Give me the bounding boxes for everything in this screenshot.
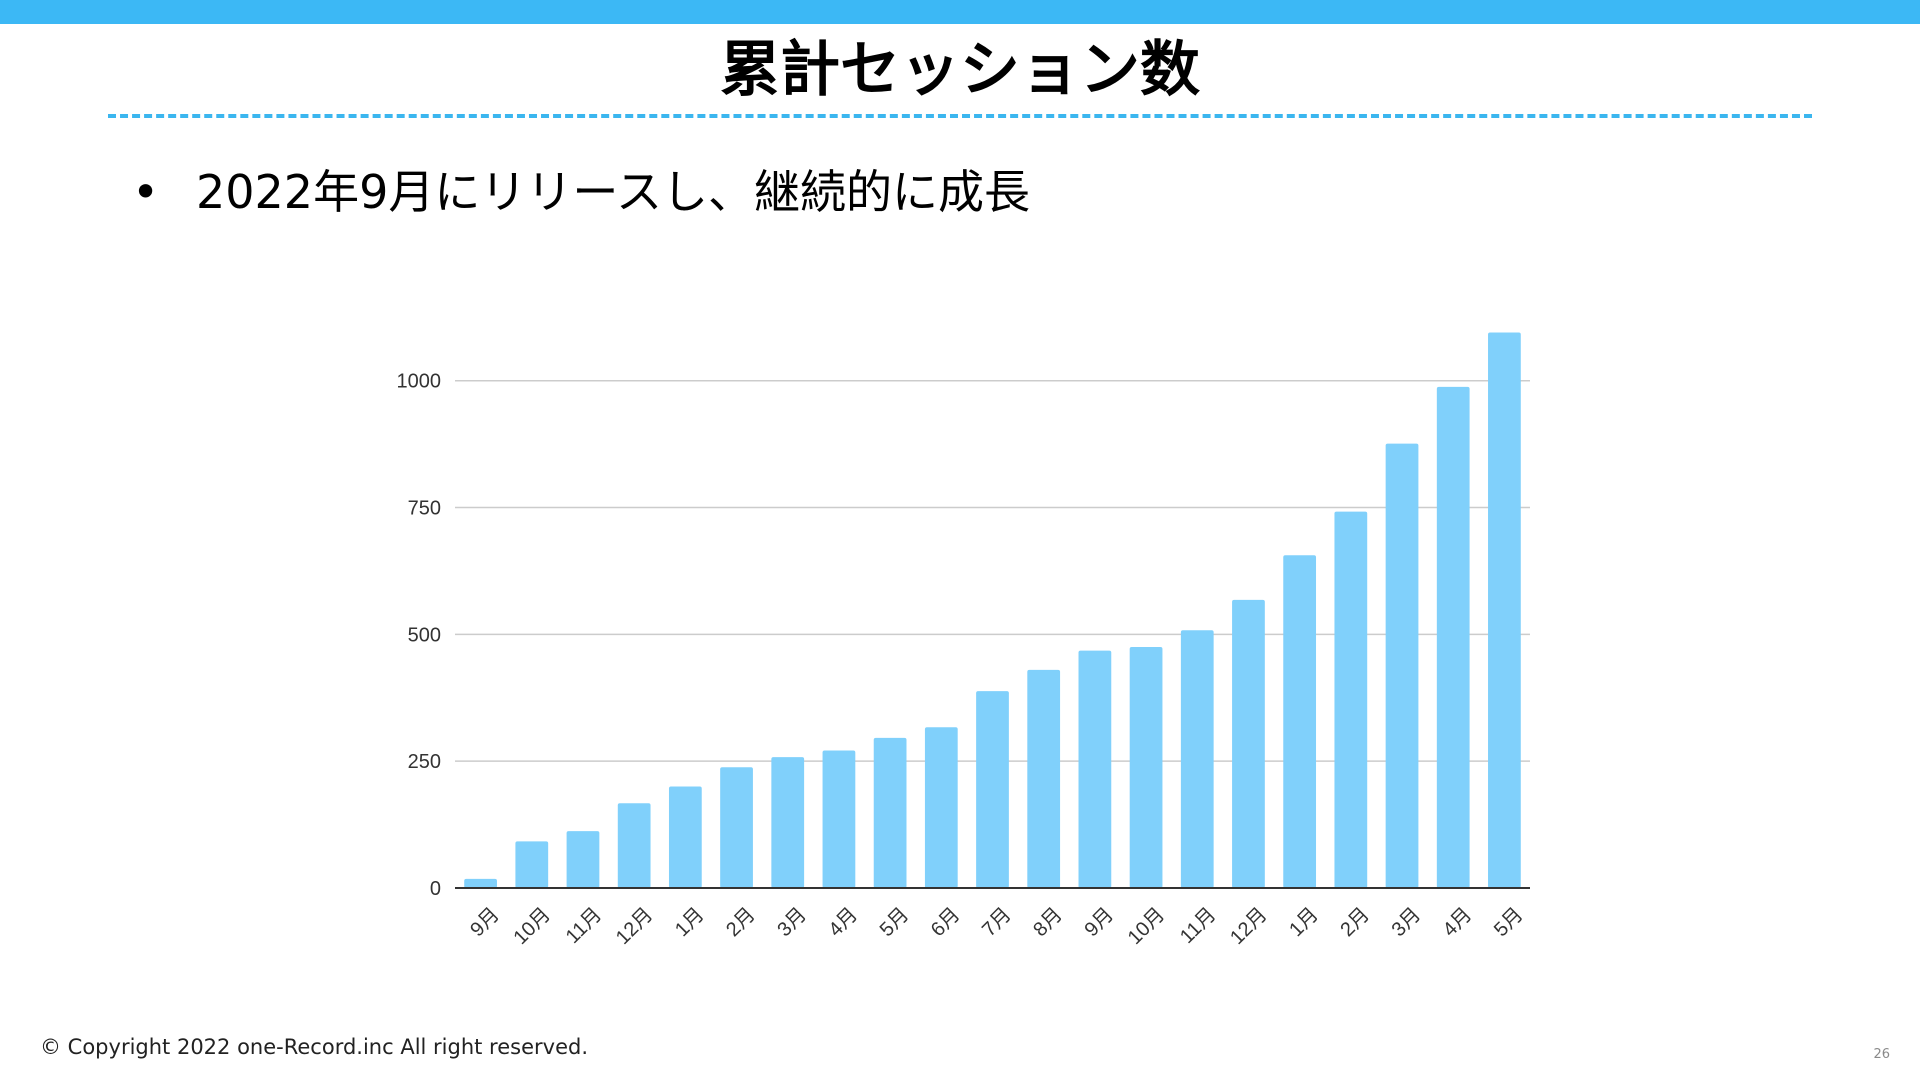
slide-title: 累計セッション数 (720, 35, 1200, 105)
x-tick-label: 12月 (1226, 904, 1271, 949)
y-tick-label: 1000 (397, 371, 442, 393)
session-count-chart: 0 250 500 750 1000 9月 10月 11月 12月 1月 2月 3月 4月 5月 6月 7月 8… (360, 330, 1560, 980)
y-tick-label: 250 (408, 751, 441, 773)
x-tick-label: 12月 (612, 904, 657, 949)
top-accent-bar (0, 0, 1920, 24)
title-divider (108, 114, 1812, 118)
x-tick-label: 9月 (466, 904, 504, 942)
y-tick-label: 500 (408, 624, 441, 646)
bar (566, 831, 600, 888)
bar (1488, 332, 1521, 888)
y-tick-label: 750 (408, 498, 441, 520)
x-tick-label: 10月 (1124, 904, 1169, 949)
bar (1385, 443, 1419, 888)
bar (822, 750, 856, 888)
x-tick-label: 8月 (1029, 904, 1067, 942)
bar (924, 727, 958, 888)
bar (668, 786, 702, 888)
bar (976, 691, 1009, 888)
bar (1180, 630, 1214, 888)
x-tick-label: 3月 (773, 904, 811, 942)
x-tick-label: 2月 (1336, 904, 1374, 942)
bullet-point: • 2022年9月にリリースし、継続的に成長 (132, 162, 1030, 222)
page-number: 26 (1873, 1047, 1890, 1062)
bar (1027, 669, 1061, 888)
x-tick-label: 4月 (825, 904, 863, 942)
bar (1436, 386, 1470, 888)
x-tick-label: 1月 (1285, 904, 1323, 942)
x-tick-label: 9月 (1080, 904, 1118, 942)
x-tick-label: 11月 (562, 904, 606, 948)
bar (1129, 647, 1163, 888)
bullet-marker: • (132, 165, 160, 219)
x-tick-label: 3月 (1388, 904, 1426, 942)
x-tick-label: 6月 (927, 904, 965, 942)
x-tick-label: 7月 (978, 904, 1016, 942)
x-tick-label: 5月 (1490, 904, 1528, 942)
bar (515, 841, 549, 888)
y-tick-label: 0 (430, 878, 441, 900)
bar (1283, 555, 1317, 888)
x-tick-label: 10月 (510, 904, 555, 949)
bar (1078, 650, 1112, 888)
x-tick-label: 2月 (722, 904, 760, 942)
footer-copyright: © Copyright 2022 one-Record.inc All righ… (40, 1035, 588, 1059)
bar (1232, 599, 1265, 888)
bar (617, 803, 651, 888)
x-tick-label: 11月 (1176, 904, 1220, 948)
bar (771, 757, 805, 888)
bar (1334, 511, 1368, 888)
x-tick-label: 5月 (876, 904, 914, 942)
x-tick-label: 4月 (1439, 904, 1477, 942)
bar (873, 737, 907, 888)
bullet-text: 2022年9月にリリースし、継続的に成長 (196, 165, 1031, 219)
bar (720, 767, 753, 888)
x-tick-label: 1月 (671, 904, 709, 942)
bar (464, 878, 497, 888)
